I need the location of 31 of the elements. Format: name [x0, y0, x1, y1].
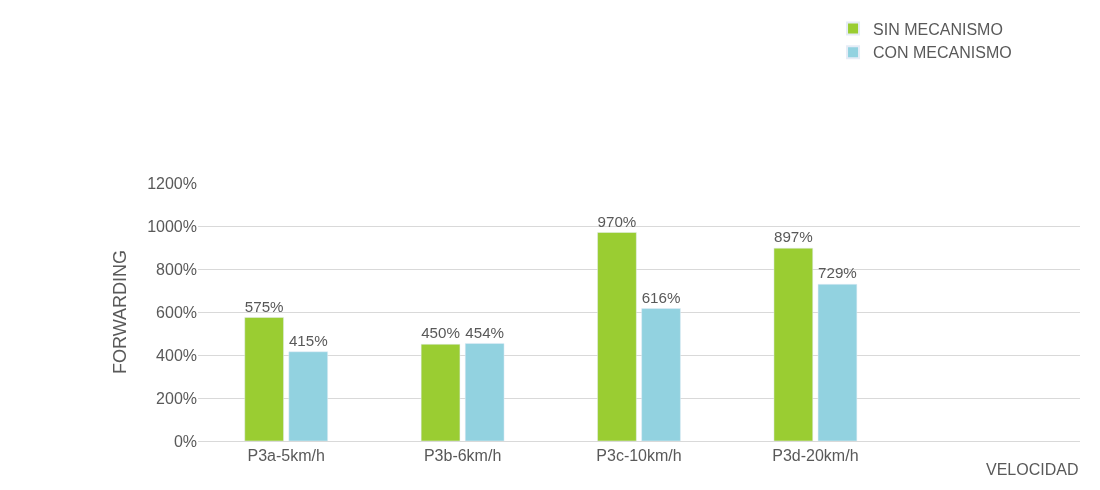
y-axis-title: FORWARDING	[110, 250, 131, 374]
legend-label: CON MECANISMO	[873, 44, 1012, 62]
x-tick-label: P3b-6km/h	[423, 447, 502, 465]
data-label: 897%	[773, 228, 813, 246]
y-tick-label: 600%	[156, 303, 197, 321]
bar	[244, 317, 284, 441]
y-tick-label: 800%	[156, 260, 197, 278]
x-tick-label: P3c-10km/h	[596, 447, 682, 465]
x-axis-title: VELOCIDAD	[986, 461, 1079, 478]
y-tick-label: 400%	[156, 346, 197, 364]
x-tick-label: P3d-20km/h	[772, 447, 859, 465]
data-label: 415%	[288, 331, 328, 349]
y-tick-label: 200%	[156, 389, 197, 407]
data-label: 575%	[244, 297, 284, 315]
bar	[817, 284, 858, 441]
bar	[773, 247, 813, 441]
data-label: 729%	[818, 264, 857, 282]
bar	[641, 308, 681, 441]
data-label: 970%	[597, 212, 637, 230]
bar	[420, 344, 461, 441]
y-tick-label: 0%	[173, 432, 197, 450]
data-label: 616%	[641, 288, 681, 306]
y-tick-label: 1000%	[147, 217, 197, 235]
y-tick-label: 1200%	[147, 174, 197, 192]
data-label: 454%	[465, 323, 505, 341]
bar	[465, 343, 505, 441]
bar	[288, 351, 328, 441]
data-label: 450%	[421, 324, 460, 342]
bar	[597, 232, 637, 441]
legend-label: SIN MECANISMO	[873, 20, 1003, 38]
x-tick-label: P3a-5km/h	[247, 447, 325, 465]
